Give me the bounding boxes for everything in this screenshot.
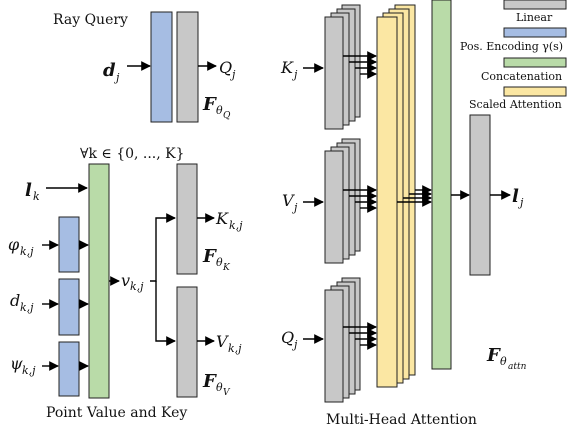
ray-query-linear-block bbox=[176, 11, 199, 123]
legend-concatenation-swatch bbox=[503, 57, 567, 68]
legend-scaled-attention-swatch bbox=[503, 86, 567, 97]
pos-encoding-psi-block bbox=[58, 341, 80, 397]
input-d-kj: d k,j bbox=[10, 291, 34, 314]
svg-text:j: j bbox=[517, 196, 524, 209]
svg-text:j: j bbox=[291, 338, 298, 351]
svg-text:k,j: k,j bbox=[228, 342, 242, 355]
input-psi: ψ k,j bbox=[10, 354, 36, 377]
svg-text:v: v bbox=[121, 271, 130, 290]
svg-text:d: d bbox=[103, 60, 116, 81]
svg-text:K: K bbox=[222, 263, 231, 273]
output-K-kj: K k,j bbox=[215, 209, 243, 232]
key-linear-head-1 bbox=[324, 16, 344, 130]
svg-text:θ: θ bbox=[216, 104, 223, 117]
svg-text:F: F bbox=[202, 246, 217, 267]
legend-concatenation-label: Concatenation bbox=[481, 70, 562, 83]
function-F-theta-attn: F θ attn bbox=[486, 345, 527, 372]
svg-text:θ: θ bbox=[216, 256, 223, 269]
svg-text:k,j: k,j bbox=[22, 364, 36, 377]
legend-pos-encoding-swatch bbox=[503, 27, 567, 38]
legend-pos-encoding-label: Pos. Encoding γ(s) bbox=[460, 40, 563, 53]
legend-linear-label: Linear bbox=[516, 11, 553, 24]
function-F-theta-Q: F θ Q bbox=[202, 94, 231, 121]
output-V-kj: V k,j bbox=[216, 332, 242, 355]
scaled-attention-head-1 bbox=[376, 16, 398, 388]
svg-text:j: j bbox=[229, 68, 236, 81]
legend: Linear Pos. Encoding γ(s) Concatenation … bbox=[460, 0, 567, 111]
svg-text:K: K bbox=[280, 58, 294, 77]
legend-scaled-attention-label: Scaled Attention bbox=[469, 98, 562, 111]
point-value-key-caption: Point Value and Key bbox=[46, 405, 187, 421]
point-value-v: v k,j bbox=[121, 271, 144, 293]
svg-text:V: V bbox=[282, 191, 295, 210]
ray-output-Q: Q j bbox=[219, 58, 236, 81]
output-l-j: l j bbox=[512, 186, 524, 209]
forall-caption: ∀k ∈ {0, ..., K} bbox=[80, 146, 185, 162]
svg-text:θ: θ bbox=[500, 355, 507, 368]
svg-text:l: l bbox=[512, 186, 519, 207]
value-head-arrows bbox=[343, 185, 377, 213]
svg-text:d: d bbox=[10, 291, 20, 310]
svg-text:l: l bbox=[25, 180, 32, 201]
svg-text:F: F bbox=[486, 345, 501, 366]
function-F-theta-V: F θ V bbox=[202, 371, 231, 398]
input-phi: φ k,j bbox=[8, 235, 34, 258]
svg-text:Q: Q bbox=[223, 111, 231, 121]
arrow-v-to-key-linear bbox=[150, 213, 176, 282]
svg-text:k: k bbox=[33, 190, 40, 203]
pos-encoding-d-block bbox=[58, 278, 80, 336]
legend-linear-swatch bbox=[503, 0, 567, 10]
pos-encoding-phi-block bbox=[58, 216, 80, 273]
svg-text:j: j bbox=[291, 201, 298, 214]
svg-text:j: j bbox=[291, 68, 298, 81]
svg-text:θ: θ bbox=[216, 381, 223, 394]
svg-text:Q: Q bbox=[281, 328, 294, 347]
svg-text:K: K bbox=[215, 209, 229, 228]
svg-text:φ: φ bbox=[8, 235, 20, 254]
input-Q-j: Q j bbox=[281, 328, 298, 351]
multi-head-caption: Multi-Head Attention bbox=[326, 412, 477, 428]
value-linear-block bbox=[176, 286, 198, 398]
input-V-j: V j bbox=[282, 191, 298, 214]
input-l-k: l k bbox=[25, 180, 40, 203]
key-linear-block bbox=[176, 163, 198, 275]
svg-text:k,j: k,j bbox=[130, 280, 144, 293]
ray-query-caption: Ray Query bbox=[53, 12, 128, 28]
value-linear-stack bbox=[324, 138, 361, 264]
svg-text:k,j: k,j bbox=[20, 245, 34, 258]
svg-text:F: F bbox=[202, 371, 217, 392]
svg-text:F: F bbox=[202, 94, 217, 115]
svg-text:V: V bbox=[216, 332, 229, 351]
ray-query-pos-encoding-block bbox=[150, 11, 173, 123]
arrow-v-to-value-linear bbox=[155, 281, 176, 346]
query-linear-stack bbox=[324, 277, 361, 403]
point-concat-block bbox=[88, 163, 110, 399]
key-head-arrows bbox=[343, 51, 377, 79]
value-linear-head-1 bbox=[324, 150, 344, 264]
attention-to-concat-arrows bbox=[397, 185, 432, 207]
input-K-j: K j bbox=[280, 58, 298, 81]
svg-text:ψ: ψ bbox=[10, 354, 23, 373]
svg-text:Q: Q bbox=[219, 58, 232, 77]
svg-text:V: V bbox=[223, 388, 231, 398]
function-F-theta-K: F θ K bbox=[202, 246, 231, 273]
attention-concat-block bbox=[431, 0, 452, 370]
query-head-arrows bbox=[343, 322, 377, 350]
attention-linear-block bbox=[469, 114, 491, 276]
ray-input-d: d j bbox=[103, 60, 120, 84]
query-linear-head-1 bbox=[324, 289, 344, 403]
svg-text:k,j: k,j bbox=[20, 301, 34, 314]
svg-text:j: j bbox=[113, 71, 120, 84]
key-linear-stack bbox=[324, 4, 361, 130]
scaled-attention-stack bbox=[376, 4, 416, 388]
svg-text:k,j: k,j bbox=[229, 219, 243, 232]
svg-text:attn: attn bbox=[508, 362, 527, 372]
